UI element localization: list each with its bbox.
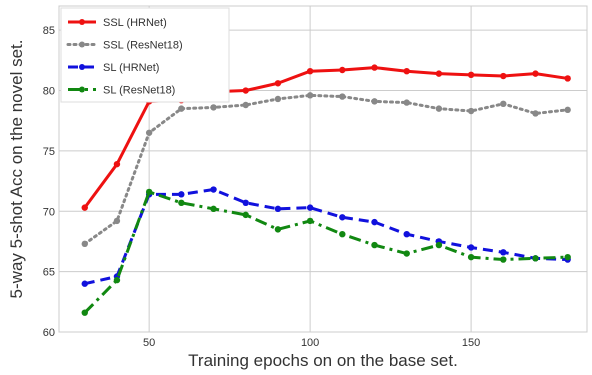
y-axis-label: 5-way 5-shot Acc on the novel set. bbox=[7, 40, 26, 299]
data-point bbox=[178, 105, 185, 112]
series-line bbox=[83, 190, 568, 314]
data-point bbox=[339, 231, 346, 238]
x-tick-label: 150 bbox=[462, 337, 480, 349]
data-point bbox=[274, 95, 282, 103]
x-tick-labels: 50 100 150 bbox=[143, 337, 480, 349]
data-point bbox=[532, 110, 539, 117]
data-point bbox=[564, 253, 571, 261]
series-line bbox=[83, 93, 570, 246]
series-ssl-resnet18 bbox=[81, 92, 571, 248]
y-tick-label: 65 bbox=[43, 267, 55, 279]
data-point bbox=[113, 276, 121, 284]
data-point bbox=[274, 226, 282, 233]
y-tick-labels: 60 65 70 75 80 85 bbox=[43, 25, 55, 339]
data-point bbox=[242, 87, 249, 94]
legend-box bbox=[60, 7, 230, 103]
data-point bbox=[435, 241, 443, 249]
data-point bbox=[435, 105, 443, 112]
data-point bbox=[467, 244, 475, 251]
data-point bbox=[500, 256, 507, 263]
data-point bbox=[435, 70, 443, 77]
data-point bbox=[500, 72, 507, 80]
legend-marker bbox=[79, 19, 85, 25]
y-tick-label: 85 bbox=[43, 25, 55, 37]
y-tick-label: 80 bbox=[43, 86, 55, 98]
data-point bbox=[467, 253, 475, 261]
data-point bbox=[306, 92, 314, 99]
data-point bbox=[532, 255, 539, 262]
data-point bbox=[242, 101, 249, 109]
data-point bbox=[178, 191, 185, 198]
data-point bbox=[178, 199, 185, 207]
data-point bbox=[145, 188, 153, 196]
data-point bbox=[403, 68, 410, 75]
y-tick-label: 70 bbox=[43, 206, 55, 218]
y-tick-label: 75 bbox=[43, 146, 55, 158]
data-point bbox=[306, 217, 314, 225]
data-point bbox=[339, 66, 346, 74]
legend-marker bbox=[79, 86, 85, 93]
data-point bbox=[339, 93, 346, 100]
data-point bbox=[81, 204, 88, 211]
data-point bbox=[371, 241, 378, 249]
data-point bbox=[403, 231, 410, 238]
data-point bbox=[113, 160, 121, 168]
x-tick-label: 100 bbox=[301, 337, 319, 349]
data-point bbox=[403, 250, 410, 257]
data-point bbox=[532, 70, 539, 77]
legend-marker bbox=[79, 41, 85, 48]
data-point bbox=[500, 249, 507, 256]
data-point bbox=[145, 129, 153, 136]
y-tick-label: 60 bbox=[43, 327, 55, 339]
x-tick-label: 50 bbox=[143, 337, 155, 349]
legend-label: SSL (ResNet18) bbox=[103, 40, 183, 52]
data-point bbox=[371, 218, 378, 226]
data-point bbox=[371, 98, 378, 105]
plot-frame bbox=[58, 5, 588, 333]
legend-marker bbox=[79, 64, 85, 70]
data-point bbox=[467, 71, 475, 79]
data-point bbox=[339, 214, 346, 221]
data-point bbox=[500, 100, 507, 108]
data-point bbox=[274, 205, 282, 213]
data-point bbox=[210, 186, 217, 193]
data-point bbox=[81, 280, 88, 287]
data-point bbox=[564, 75, 571, 82]
data-point bbox=[467, 107, 475, 115]
data-point bbox=[81, 309, 88, 316]
legend-label: SL (ResNet18) bbox=[103, 85, 175, 97]
series-sl-resnet18 bbox=[81, 188, 571, 316]
data-point bbox=[210, 205, 217, 213]
data-point bbox=[113, 217, 121, 225]
legend-label: SSL (HRNet) bbox=[103, 17, 167, 29]
legend: SSL (HRNet) SSL (ResNet18) SL (HRNet) SL (R… bbox=[60, 7, 230, 103]
data-point bbox=[371, 64, 378, 71]
data-point bbox=[210, 104, 217, 111]
series-line bbox=[84, 188, 568, 286]
data-point bbox=[242, 199, 249, 207]
data-point bbox=[306, 68, 314, 75]
data-point bbox=[274, 80, 282, 87]
data-point bbox=[403, 99, 410, 106]
legend-label: SL (HRNet) bbox=[103, 62, 159, 74]
data-point bbox=[564, 106, 571, 114]
x-axis-label: Training epochs on on the base set. bbox=[188, 351, 458, 370]
data-point bbox=[242, 211, 249, 219]
data-point bbox=[81, 240, 88, 248]
series-group bbox=[81, 64, 571, 316]
data-point bbox=[306, 204, 314, 211]
